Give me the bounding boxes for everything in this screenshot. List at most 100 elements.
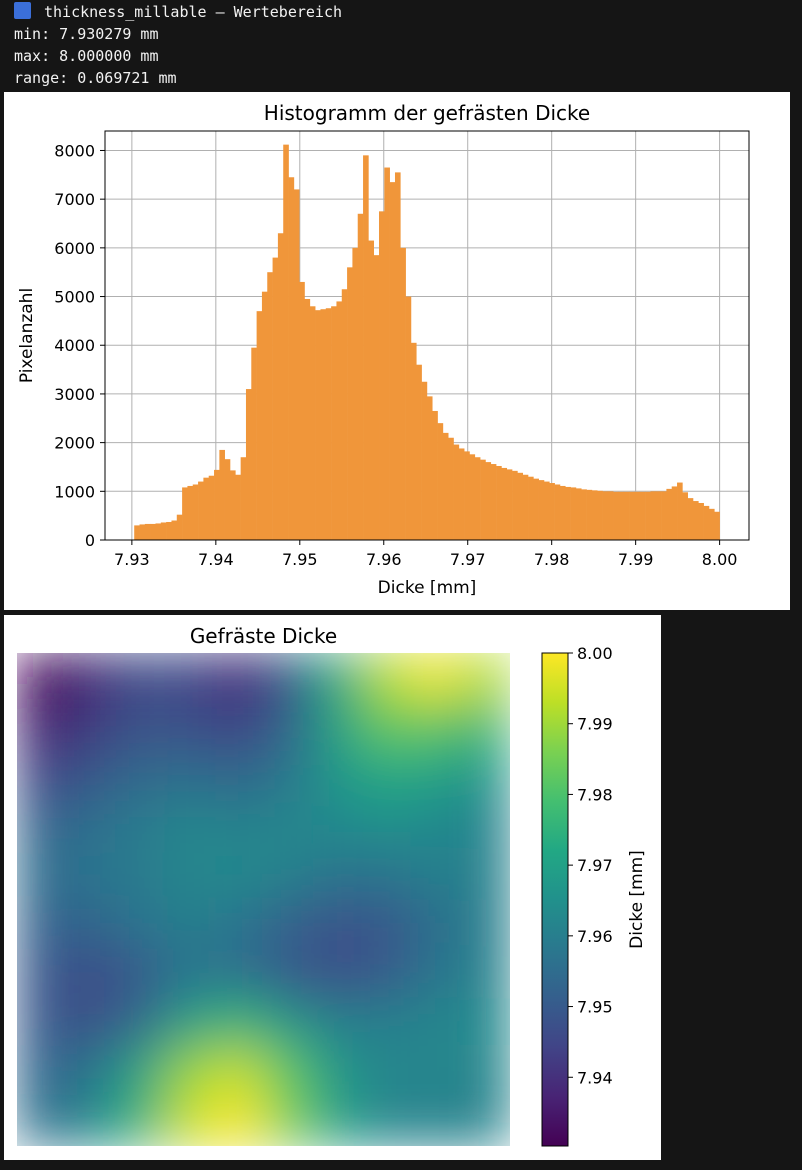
colorbar-tick-label: 8.00 [577, 644, 613, 663]
heatmap-cell [17, 701, 68, 753]
y-tick-label: 1000 [54, 482, 95, 501]
heatmap-cell [163, 997, 216, 1049]
histogram-bar [261, 291, 268, 540]
heatmap-cell [311, 750, 364, 802]
histogram-bar [224, 459, 231, 540]
heatmap-cell [262, 799, 314, 852]
histogram-y-ticks: 0 1000 2000 3000 4000 5000 6000 7000 8000 [54, 141, 105, 550]
histogram-bar [309, 306, 316, 540]
heatmap-cell [361, 997, 413, 1049]
histogram-bar [453, 444, 460, 540]
heatmap-cell [163, 1046, 216, 1098]
heatmap-cell [114, 947, 166, 1000]
heatmap-cell [213, 701, 265, 753]
histogram-bar [256, 311, 263, 540]
heatmap-cell [311, 898, 364, 950]
histogram-bar [203, 477, 210, 540]
histogram-bar [251, 347, 257, 540]
heatmap-cell [410, 947, 462, 1000]
x-tick-label: 7.99 [618, 550, 654, 569]
heatmap-cell [163, 898, 216, 950]
histogram-bar [708, 508, 715, 540]
histogram-bar [389, 182, 396, 540]
histogram-bar [219, 449, 225, 540]
heatmap-cell [65, 701, 117, 753]
console-output: thickness_millable – Wertebereich min: 7… [0, 0, 802, 92]
heatmap-cell [410, 1095, 462, 1146]
heatmap-chart: 8.00 7.99 7.98 7.97 7.96 7.95 7.94 Gefräste Di… [17, 624, 647, 1147]
heatmap-cell [213, 750, 265, 802]
colorbar [541, 652, 569, 1147]
heatmap-cell [163, 849, 216, 901]
heatmap-cell [114, 701, 166, 753]
histogram-bar [687, 498, 694, 540]
x-tick-label: 7.94 [198, 550, 234, 569]
histogram-bar [373, 255, 380, 541]
heatmap-cell [410, 898, 462, 950]
x-tick-label: 7.97 [450, 550, 486, 569]
heatmap-cell [65, 750, 117, 802]
histogram-bar [677, 482, 683, 540]
colorbar-tick-label: 7.94 [577, 1068, 613, 1087]
heatmap-cell [17, 849, 68, 901]
heatmap-cell [114, 898, 166, 950]
histogram-bar [208, 475, 215, 540]
histogram-bar [331, 306, 337, 540]
y-tick-label: 4000 [54, 336, 95, 355]
histogram-bar [267, 272, 273, 540]
histogram-bar [693, 501, 699, 540]
heatmap-cell [17, 1046, 68, 1098]
heatmap-cell [65, 947, 117, 1000]
heatmap-cell [114, 750, 166, 802]
histogram-bar [618, 491, 625, 540]
histogram-bar [315, 310, 321, 540]
heatmap-cell [262, 947, 314, 1000]
heatmap-cell [114, 1095, 166, 1146]
colorbar-tick-label: 7.96 [577, 927, 613, 946]
heatmap-cell [361, 1095, 413, 1146]
histogram-bar [245, 389, 252, 540]
x-tick-label: 7.93 [114, 550, 150, 569]
colorbar-ticks: 8.00 7.99 7.98 7.97 7.96 7.95 7.94 [568, 644, 613, 1087]
histogram-bar [283, 144, 289, 540]
histogram-bar [623, 491, 630, 540]
y-tick-label: 8000 [54, 141, 95, 160]
x-tick-label: 8.00 [702, 550, 738, 569]
heatmap-cell [213, 1046, 265, 1098]
histogram-bar [341, 289, 348, 540]
heatmap-cell [262, 750, 314, 802]
console-max-line: max: 8.000000 mm [14, 47, 159, 65]
histogram-bar [549, 483, 555, 540]
heatmap-cell [361, 750, 413, 802]
heatmap-cell [459, 997, 510, 1049]
heatmap-cell [17, 997, 68, 1049]
console-range-line: range: 0.069721 mm [14, 69, 177, 87]
y-tick-label: 2000 [54, 434, 95, 453]
heatmap-cell [163, 701, 216, 753]
heatmap-cell [17, 799, 68, 852]
histogram-bar [176, 514, 183, 540]
histogram-bar [214, 469, 220, 540]
histogram-bar [192, 484, 199, 540]
heatmap-cell [361, 898, 413, 950]
histogram-bar [703, 505, 710, 540]
histogram-bar [442, 432, 449, 540]
heatmap-cell [410, 997, 462, 1049]
heatmap-cell [213, 799, 265, 852]
heatmap-cell [410, 799, 462, 852]
heatmap-cell [262, 1046, 314, 1098]
heatmap-cell [361, 701, 413, 753]
histogram-bar [538, 480, 545, 540]
histogram-bar [277, 233, 284, 540]
histogram-bar [581, 489, 587, 540]
histogram-bar [352, 247, 359, 540]
heatmap-cell [311, 1046, 364, 1098]
x-tick-label: 7.98 [534, 550, 570, 569]
histogram-bar [379, 211, 385, 540]
histogram-bar [155, 523, 162, 540]
heatmap-cell [459, 653, 510, 704]
histogram-bar [575, 488, 582, 540]
histogram-bar [522, 474, 529, 540]
histogram-bar [464, 451, 470, 540]
histogram-bar [607, 491, 614, 540]
